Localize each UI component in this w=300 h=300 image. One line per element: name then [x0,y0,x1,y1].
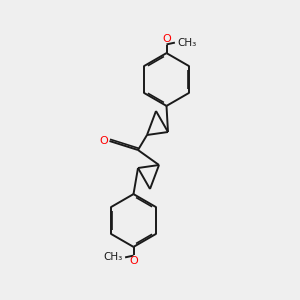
Text: CH₃: CH₃ [177,38,196,48]
Text: O: O [162,34,171,44]
Text: O: O [129,256,138,266]
Text: CH₃: CH₃ [104,252,123,262]
Text: O: O [100,136,109,146]
